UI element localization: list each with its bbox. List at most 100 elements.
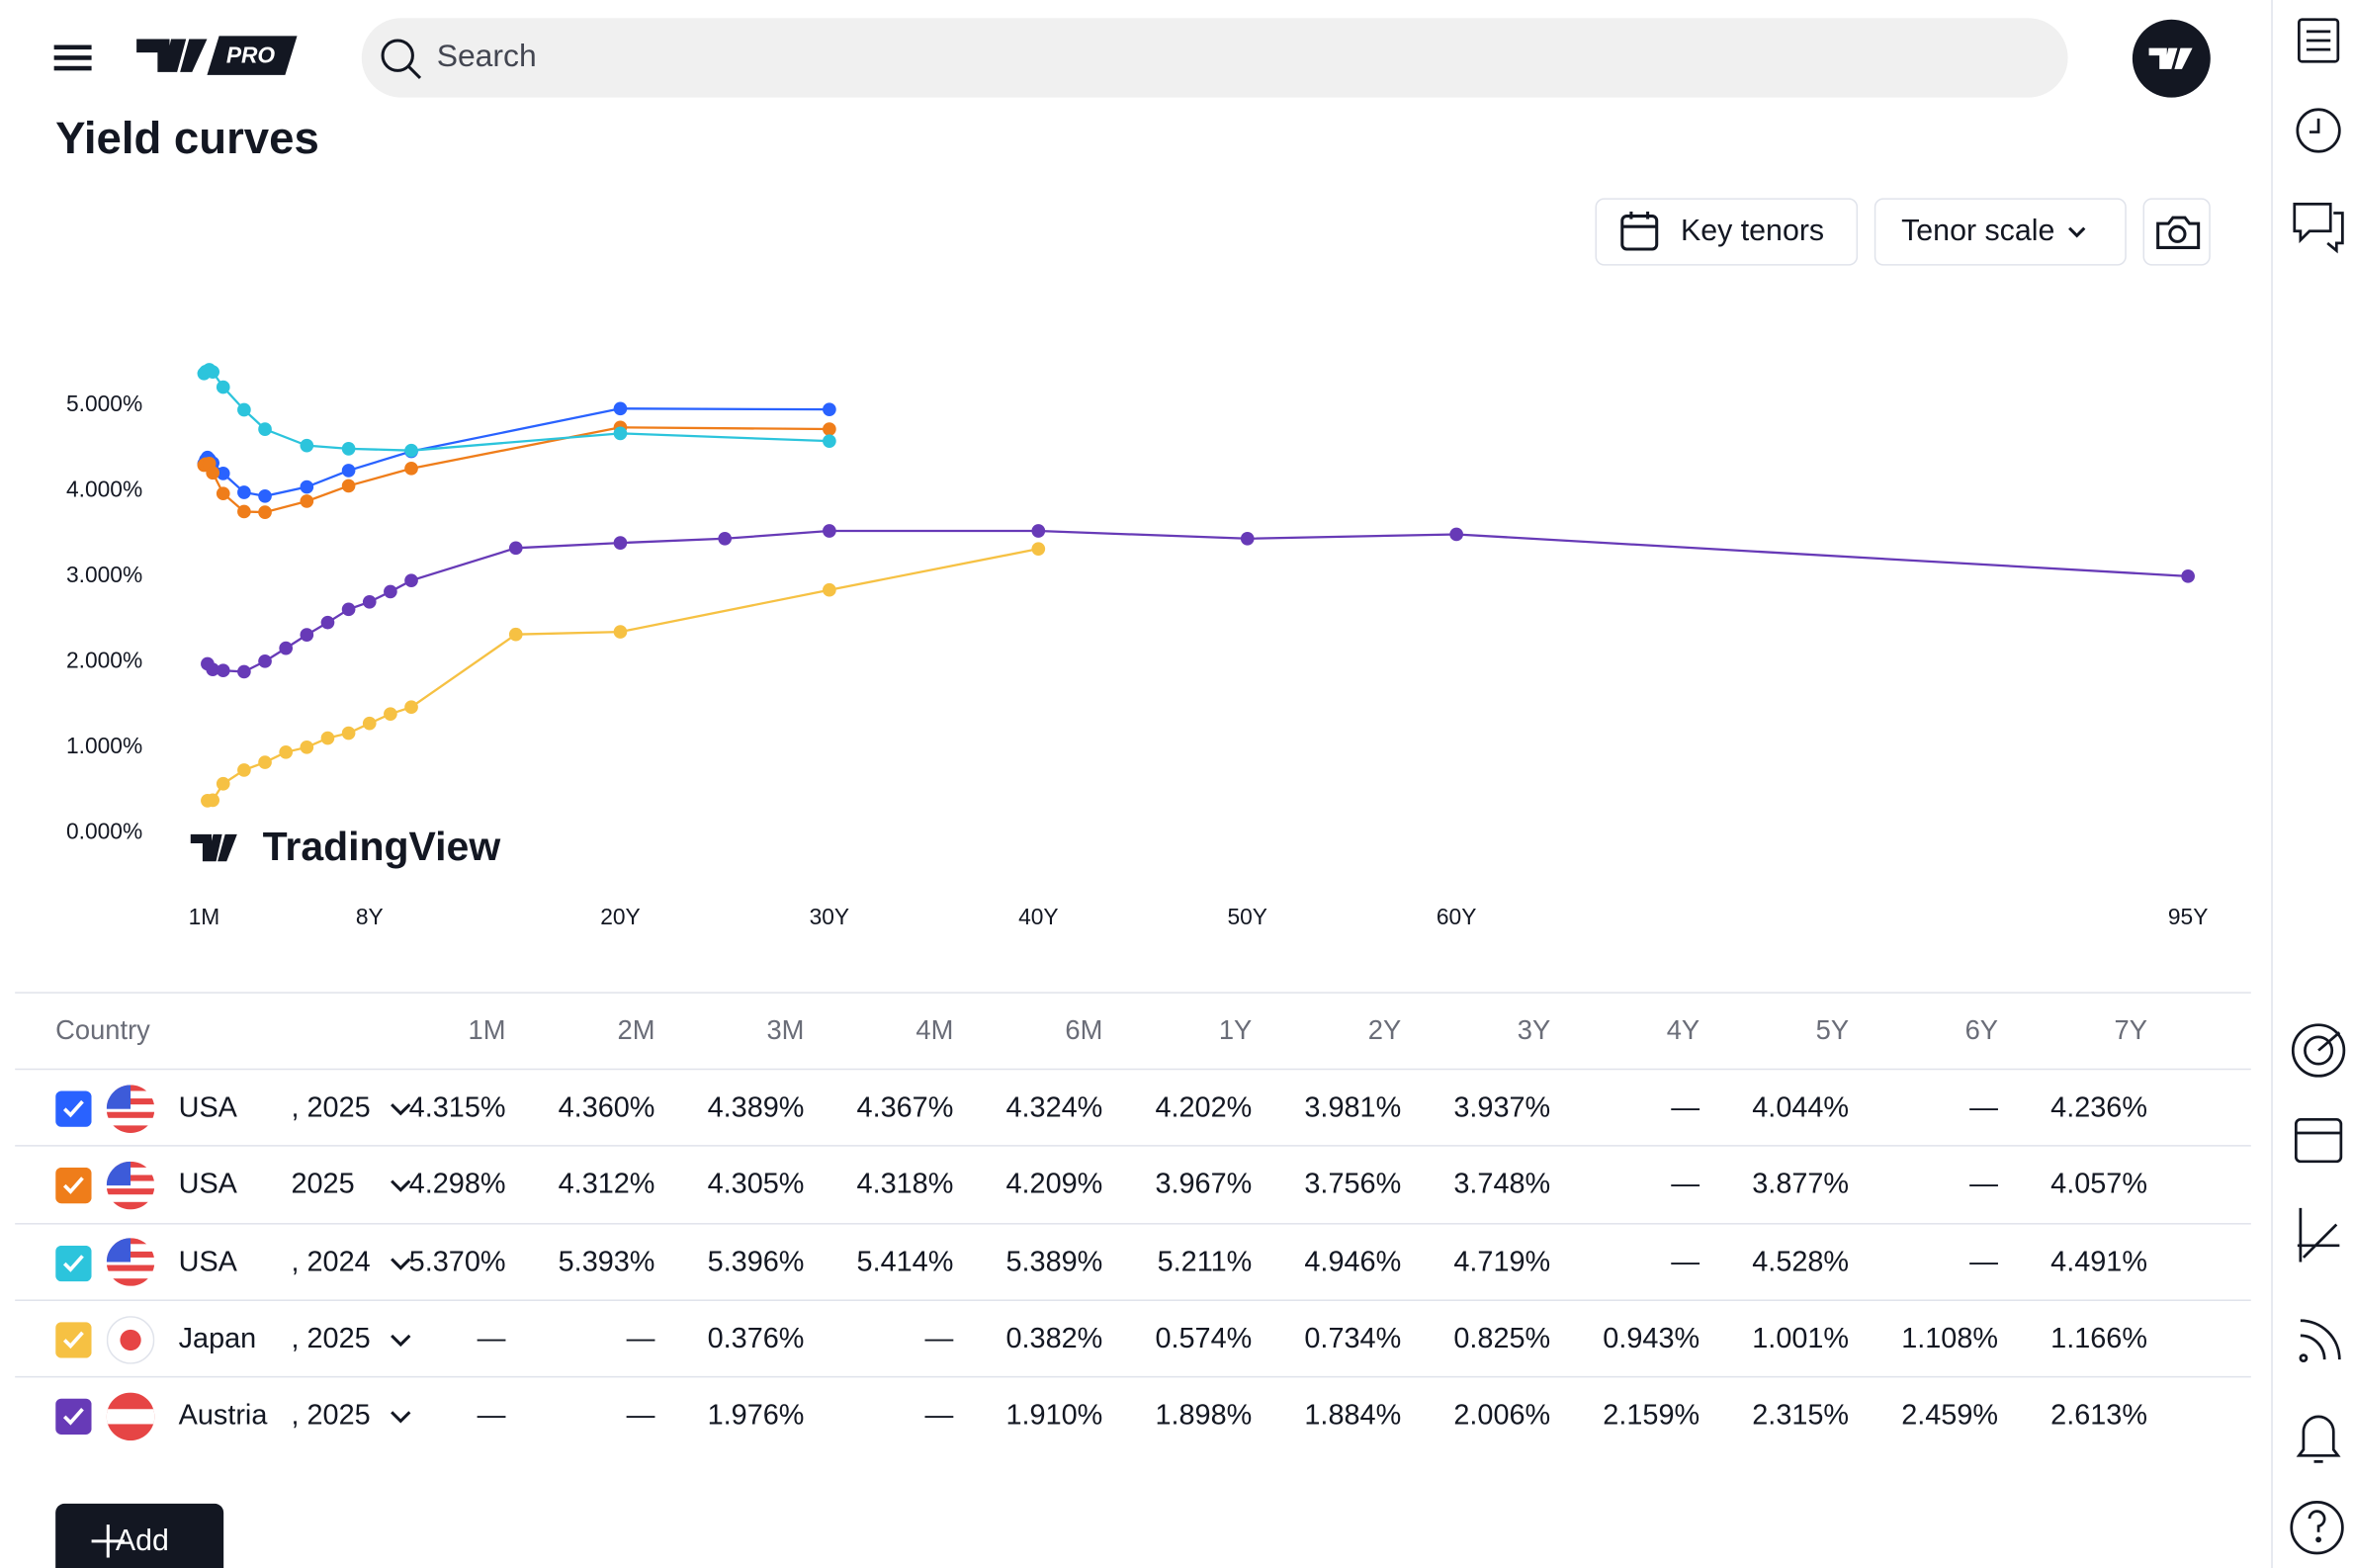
column-header[interactable]: 4Y bbox=[1666, 1014, 1700, 1046]
yield-cell: 5.389% bbox=[1005, 1246, 1103, 1278]
plus-icon bbox=[91, 1524, 125, 1558]
yield-cell: 5.393% bbox=[558, 1246, 655, 1278]
series-point bbox=[384, 584, 397, 599]
chevron bbox=[391, 1334, 411, 1347]
notifications-icon[interactable] bbox=[2296, 1415, 2341, 1463]
yield-cell: 4.209% bbox=[1005, 1169, 1103, 1201]
yield-cell: 4.360% bbox=[558, 1091, 655, 1124]
curve-date[interactable]: , 2025 bbox=[291, 1091, 371, 1124]
calendar-sidebar-icon[interactable] bbox=[2294, 1117, 2343, 1164]
column-header: Country bbox=[55, 1014, 150, 1046]
search-box[interactable]: Search bbox=[361, 18, 2068, 98]
page-title: Yield curves bbox=[55, 114, 319, 164]
date-dropdown[interactable] bbox=[388, 1174, 414, 1197]
yield-icon[interactable] bbox=[2297, 1207, 2340, 1263]
search-icon bbox=[381, 39, 422, 80]
column-header[interactable]: 6M bbox=[1065, 1014, 1103, 1046]
series-point bbox=[279, 641, 294, 655]
yield-cell: 1.884% bbox=[1304, 1400, 1402, 1433]
curve-date[interactable]: , 2025 bbox=[291, 1400, 371, 1433]
series-point bbox=[320, 731, 335, 745]
row-rule bbox=[15, 1299, 2251, 1301]
technicals-icon[interactable] bbox=[2291, 1023, 2346, 1078]
chevron bbox=[391, 1257, 411, 1270]
date-dropdown[interactable] bbox=[388, 1328, 414, 1351]
curve-date[interactable]: , 2024 bbox=[291, 1246, 371, 1278]
table-top-rule bbox=[15, 992, 2251, 994]
yield-cell: — bbox=[1671, 1246, 1700, 1278]
yield-cell: 3.937% bbox=[1453, 1091, 1551, 1124]
x-tick-label: 60Y bbox=[1437, 904, 1476, 929]
series-point bbox=[384, 707, 397, 721]
y-tick-label: 3.000% bbox=[66, 562, 142, 587]
yield-cell: 4.324% bbox=[1005, 1091, 1103, 1124]
column-header[interactable]: 4M bbox=[915, 1014, 954, 1046]
yield-cell: 3.877% bbox=[1752, 1169, 1850, 1201]
key-tenors-button[interactable]: Key tenors bbox=[1595, 198, 1859, 266]
help-icon[interactable] bbox=[2290, 1501, 2344, 1555]
flag-usa bbox=[106, 1161, 155, 1210]
column-header[interactable]: 7Y bbox=[2114, 1014, 2147, 1046]
series-point bbox=[300, 479, 314, 494]
yield-cell: 0.825% bbox=[1453, 1323, 1551, 1355]
date-dropdown[interactable] bbox=[388, 1251, 414, 1274]
series-point bbox=[1031, 524, 1046, 538]
curve-date[interactable]: , 2025 bbox=[291, 1323, 371, 1355]
column-header[interactable]: 3Y bbox=[1517, 1014, 1551, 1046]
yield-cell: 4.528% bbox=[1752, 1246, 1850, 1278]
series-point bbox=[823, 422, 836, 436]
row-checkbox[interactable] bbox=[55, 1398, 92, 1436]
series-point bbox=[216, 663, 230, 678]
tenor-scale-button[interactable]: Tenor scale bbox=[1874, 198, 2127, 266]
series-point bbox=[258, 755, 272, 769]
series-point bbox=[341, 464, 356, 478]
date-dropdown[interactable] bbox=[388, 1097, 414, 1121]
row-checkbox[interactable] bbox=[55, 1090, 92, 1127]
series-point bbox=[237, 485, 251, 499]
checkbox-check bbox=[62, 1331, 84, 1350]
watchlist-icon[interactable] bbox=[2297, 18, 2340, 63]
series-point bbox=[237, 402, 251, 417]
yield-cell: 0.382% bbox=[1005, 1323, 1103, 1355]
series-point bbox=[258, 505, 272, 519]
menu-button[interactable] bbox=[45, 36, 100, 77]
date-dropdown[interactable] bbox=[388, 1405, 414, 1429]
y-tick-label: 4.000% bbox=[66, 476, 142, 501]
yield-cell: 1.898% bbox=[1155, 1400, 1253, 1433]
snapshot-button[interactable] bbox=[2142, 198, 2211, 266]
series-point bbox=[279, 744, 294, 759]
logo[interactable]: PRO bbox=[132, 33, 301, 78]
row-checkbox[interactable] bbox=[55, 1168, 92, 1204]
yield-cell: 1.166% bbox=[2050, 1323, 2147, 1355]
chat-icon[interactable] bbox=[2293, 203, 2344, 254]
yield-cell: 4.057% bbox=[2050, 1169, 2147, 1201]
avatar[interactable] bbox=[2131, 18, 2212, 99]
yield-cell: 2.006% bbox=[1453, 1400, 1551, 1433]
column-header[interactable]: 1M bbox=[468, 1014, 506, 1046]
y-tick-label: 1.000% bbox=[66, 733, 142, 758]
column-header[interactable]: 2M bbox=[617, 1014, 655, 1046]
row-checkbox[interactable] bbox=[55, 1322, 92, 1358]
column-header[interactable]: 5Y bbox=[1815, 1014, 1850, 1046]
alerts-icon[interactable] bbox=[2296, 108, 2341, 153]
column-header[interactable]: 6Y bbox=[1964, 1014, 1999, 1046]
column-header[interactable]: 3M bbox=[766, 1014, 805, 1046]
add-button[interactable]: Add bbox=[55, 1503, 224, 1568]
column-header[interactable]: 1Y bbox=[1218, 1014, 1253, 1046]
yield-cell: 3.981% bbox=[1304, 1091, 1402, 1124]
yield-cell: 4.367% bbox=[856, 1091, 954, 1124]
country-name: Austria bbox=[178, 1400, 268, 1433]
yield-cell: 0.734% bbox=[1304, 1323, 1402, 1355]
chevron bbox=[391, 1179, 411, 1193]
series-point bbox=[613, 426, 628, 441]
series-point bbox=[237, 664, 251, 679]
column-header[interactable]: 2Y bbox=[1367, 1014, 1402, 1046]
series-point bbox=[613, 401, 628, 416]
curve-date[interactable]: 2025 bbox=[291, 1169, 355, 1201]
news-icon[interactable] bbox=[2299, 1319, 2341, 1363]
series-point bbox=[300, 628, 314, 642]
yield-cell: 1.976% bbox=[707, 1400, 805, 1433]
watermark-text: TradingView bbox=[263, 824, 501, 869]
row-checkbox[interactable] bbox=[55, 1245, 92, 1281]
